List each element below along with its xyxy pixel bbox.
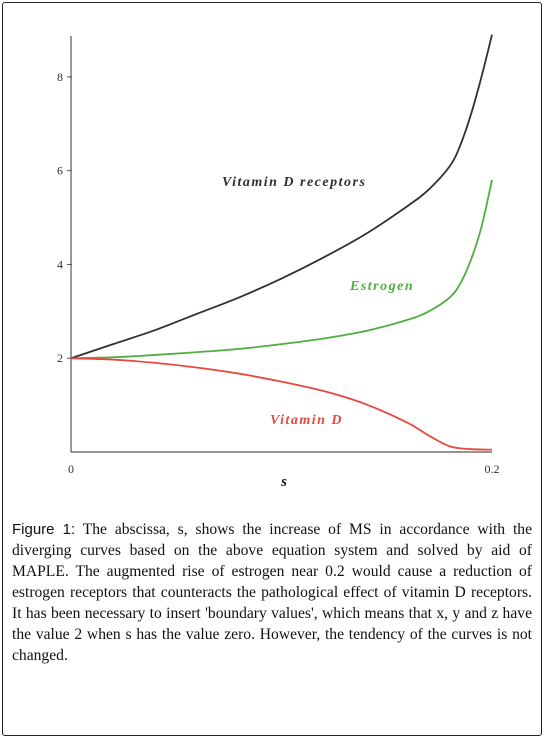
series-lines bbox=[70, 34, 493, 451]
series-line-estrogen bbox=[70, 179, 493, 360]
caption-label: Figure 1: bbox=[12, 521, 76, 538]
x-axis-label: s bbox=[280, 474, 287, 490]
x-tick-label: 0 bbox=[68, 462, 74, 476]
annotation-vitamin-d: Vitamin D bbox=[270, 413, 343, 428]
x-ticks: 0 0.2 bbox=[68, 462, 500, 476]
series-line-vitamin-d bbox=[70, 357, 493, 451]
x-tick-label: 0.2 bbox=[485, 462, 500, 476]
axes bbox=[70, 36, 492, 453]
series-line-vitamin-d-receptors bbox=[70, 34, 493, 360]
y-ticks: 2 4 6 8 bbox=[57, 70, 72, 365]
caption-text: The abscissa, s, shows the increase of M… bbox=[12, 521, 532, 664]
annotation-vitamin-d-receptors: Vitamin D receptors bbox=[222, 175, 366, 190]
y-tick-label: 2 bbox=[57, 351, 63, 365]
y-tick-label: 6 bbox=[57, 164, 63, 178]
figure-caption: Figure 1: The abscissa, s, shows the inc… bbox=[12, 519, 532, 666]
annotation-estrogen: Estrogen bbox=[349, 279, 414, 294]
y-tick-label: 8 bbox=[57, 70, 63, 84]
y-tick-label: 4 bbox=[57, 257, 63, 271]
